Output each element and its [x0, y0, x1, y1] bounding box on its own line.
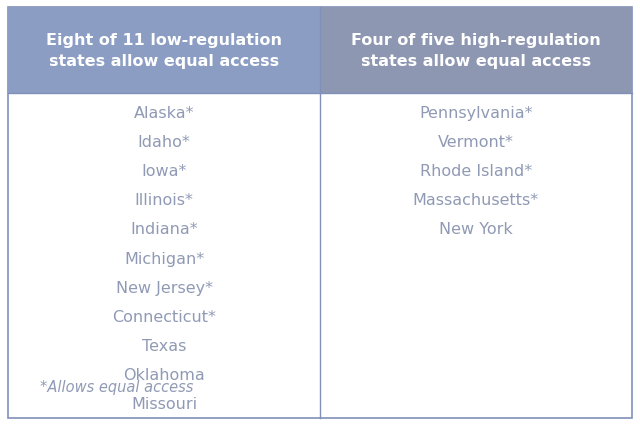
- Text: Massachusetts*: Massachusetts*: [413, 193, 539, 208]
- Text: *Allows equal access: *Allows equal access: [40, 380, 194, 394]
- Text: Four of five high-regulation
states allow equal access: Four of five high-regulation states allo…: [351, 33, 601, 69]
- Text: Missouri: Missouri: [131, 396, 197, 411]
- Text: Illinois*: Illinois*: [135, 193, 193, 208]
- Text: Oklahoma: Oklahoma: [124, 367, 205, 382]
- Text: Vermont*: Vermont*: [438, 135, 514, 150]
- Text: Indiana*: Indiana*: [131, 222, 198, 237]
- Text: Alaska*: Alaska*: [134, 106, 195, 121]
- Text: Michigan*: Michigan*: [124, 251, 204, 266]
- Bar: [320, 8, 632, 93]
- Text: New York: New York: [439, 222, 513, 237]
- Text: Idaho*: Idaho*: [138, 135, 191, 150]
- Text: Pennsylvania*: Pennsylvania*: [419, 106, 532, 121]
- Text: Rhode Island*: Rhode Island*: [420, 164, 532, 179]
- Text: Connecticut*: Connecticut*: [112, 309, 216, 324]
- Text: Texas: Texas: [142, 338, 186, 353]
- Bar: [8, 8, 320, 93]
- Text: Iowa*: Iowa*: [141, 164, 187, 179]
- Text: Eight of 11 low-regulation
states allow equal access: Eight of 11 low-regulation states allow …: [46, 33, 282, 69]
- Text: New Jersey*: New Jersey*: [116, 280, 212, 295]
